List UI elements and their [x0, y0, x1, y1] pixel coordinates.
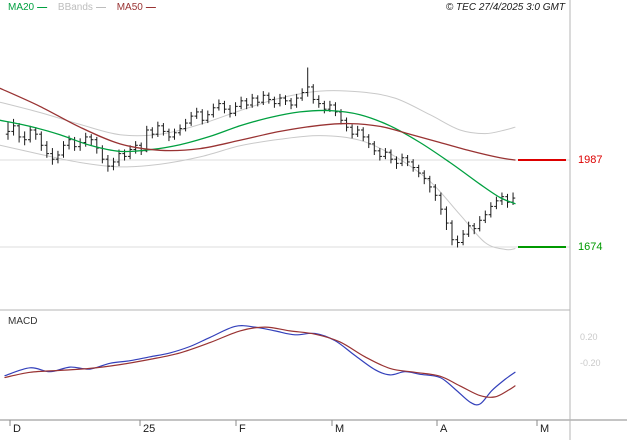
macd-panel-label: MACD — [8, 316, 38, 327]
xaxis-label-december: D — [13, 423, 21, 435]
macd-ytick-negative: -0.20 — [580, 358, 601, 369]
legend-label: MA50 — [116, 2, 143, 13]
xaxis-label-february: F — [239, 423, 246, 435]
macd-ytick-positive: 0.20 — [580, 332, 598, 343]
xaxis-label-jan-25: 25 — [143, 423, 156, 435]
legend-item-bbands: BBands — — [58, 2, 106, 13]
line-swatch-icon: — — [145, 2, 156, 13]
chart-legend: MA20— BBands — MA50— — [8, 2, 164, 13]
xaxis-label-may: M — [540, 423, 550, 435]
resistance-price-label: 1987 — [578, 154, 603, 166]
xaxis-label-april: A — [440, 423, 448, 435]
line-swatch-icon: — — [37, 2, 48, 13]
xaxis-label-march: M — [335, 423, 345, 435]
legend-label: BBands — [57, 2, 93, 13]
copyright-text: © TEC 27/4/2025 3:0 GMT — [445, 2, 565, 13]
legend-item-ma20: MA20— — [8, 2, 47, 13]
line-swatch-icon: — — [95, 2, 106, 13]
support-price-label: 1674 — [578, 240, 603, 253]
legend-label: MA20 — [8, 2, 35, 13]
legend-item-ma50: MA50— — [117, 2, 156, 13]
